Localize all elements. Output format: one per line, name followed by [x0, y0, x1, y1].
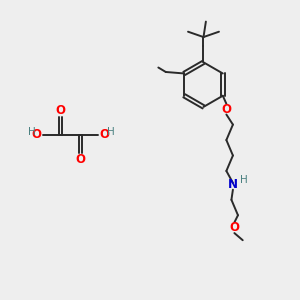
Text: H: H — [106, 127, 114, 136]
Text: O: O — [75, 153, 85, 166]
Text: O: O — [100, 128, 110, 141]
Text: H: H — [240, 175, 248, 185]
Text: H: H — [28, 127, 36, 136]
Text: O: O — [221, 103, 231, 116]
Text: O: O — [230, 221, 239, 234]
Text: O: O — [56, 104, 66, 117]
Text: N: N — [228, 178, 238, 191]
Text: O: O — [32, 128, 41, 141]
